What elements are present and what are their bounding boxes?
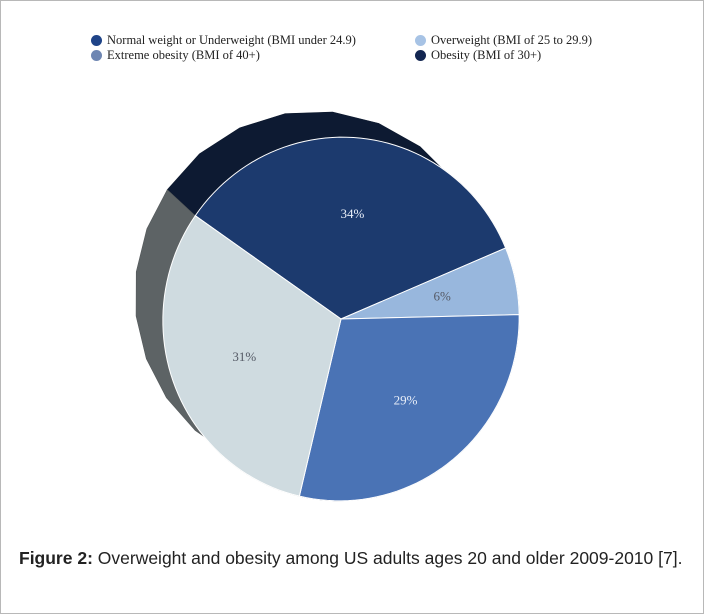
legend-label-overweight: Overweight (BMI of 25 to 29.9) [431,33,593,47]
legend-item-normal-weight: Normal weight or Underweight (BMI under … [91,33,356,48]
pie-chart: 34% 6% 29% 31% [135,111,520,502]
legend-swatch-overweight [415,35,426,46]
chart-legend: Normal weight or Underweight (BMI under … [1,1,704,81]
caption-text: Overweight and obesity among US adults a… [92,548,683,568]
legend-item-obesity: Obesity (BMI of 30+) [415,48,541,63]
pie-slice-label-2: 6% [434,289,452,304]
pie-slice-label-3: 29% [394,393,418,408]
pie-label-layer: 34% 6% 29% 31% [232,206,451,408]
legend-swatch-normal-weight [91,35,102,46]
legend-item-overweight: Overweight (BMI of 25 to 29.9) [415,33,592,48]
legend-swatch-obesity [415,50,426,61]
pie-slice-3 [298,314,520,502]
legend-label-obesity: Obesity (BMI of 30+) [431,48,542,62]
pie-slice-label-1: 34% [340,206,364,221]
legend-label-normal-weight: Normal weight or Underweight (BMI under … [107,33,356,47]
legend-swatch-extreme-obesity [91,50,102,61]
legend-label-extreme-obesity: Extreme obesity (BMI of 40+) [107,48,260,62]
caption-prefix: Figure 2: [19,548,93,568]
legend-item-extreme-obesity: Extreme obesity (BMI of 40+) [91,48,260,63]
pie-slice-2 [340,247,520,320]
pie-top-layer [162,136,520,502]
pie-slice-label-4: 31% [232,349,256,364]
pie-slice-1 [194,136,507,320]
pie-slice-4 [162,215,342,497]
figure-caption: Figure 2: Overweight and obesity among U… [19,546,689,570]
